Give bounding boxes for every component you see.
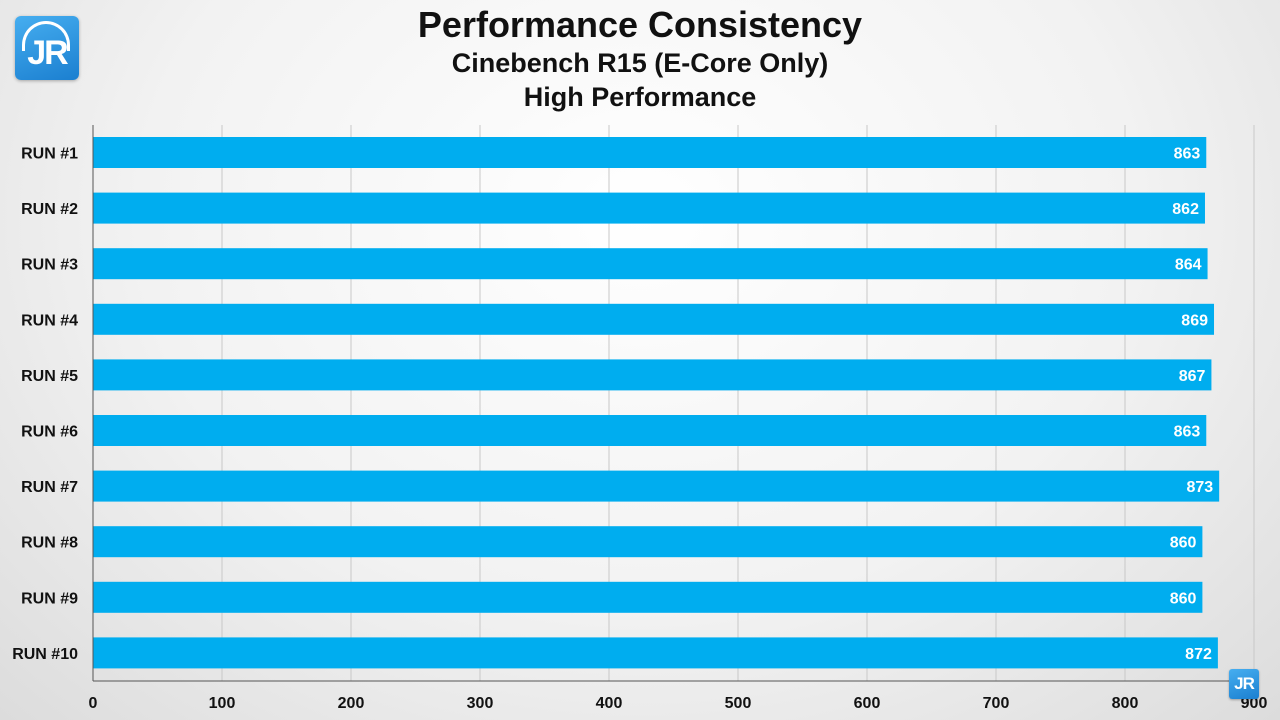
- category-label-10: RUN #10: [12, 646, 78, 663]
- bar-10: [93, 637, 1218, 669]
- bar-4: [93, 303, 1215, 335]
- value-label-2: 862: [1172, 201, 1199, 218]
- x-tick-label-500: 500: [725, 695, 752, 712]
- category-label-7: RUN #7: [21, 479, 78, 496]
- bar-9: [93, 581, 1203, 613]
- axes: [92, 125, 1254, 682]
- bar-1: [93, 137, 1207, 168]
- category-label-2: RUN #2: [21, 201, 78, 218]
- logo-small-text: JR: [1234, 674, 1255, 693]
- bar-2: [93, 192, 1205, 224]
- bars: [93, 137, 1220, 669]
- category-label-4: RUN #4: [21, 312, 78, 329]
- chart-title: Performance Consistency: [417, 4, 863, 45]
- x-tick-label-0: 0: [89, 695, 98, 712]
- bar-6: [93, 415, 1207, 446]
- jr-logo-small: JR: [1229, 669, 1259, 699]
- chart-titles: Performance Consistency Cinebench R15 (E…: [0, 4, 1280, 114]
- bar-5: [93, 359, 1212, 391]
- x-tick-label-800: 800: [1112, 695, 1139, 712]
- chart-subtitle: Cinebench R15 (E-Core Only): [451, 48, 829, 78]
- jr-logo: JR: [15, 16, 79, 80]
- value-label-4: 869: [1181, 312, 1208, 329]
- x-tick-label-600: 600: [854, 695, 881, 712]
- value-label-1: 863: [1174, 146, 1201, 163]
- value-label-6: 863: [1174, 424, 1201, 441]
- bar-3: [93, 248, 1208, 280]
- value-label-3: 864: [1175, 257, 1202, 274]
- logo-arc-icon: [22, 21, 70, 51]
- bar-8: [93, 526, 1203, 558]
- chart-subtitle-2: High Performance: [523, 82, 757, 112]
- category-label-1: RUN #1: [21, 146, 78, 163]
- value-label-9: 860: [1170, 590, 1197, 607]
- x-tick-label-300: 300: [467, 695, 494, 712]
- value-label-10: 872: [1185, 646, 1212, 663]
- value-label-8: 860: [1170, 535, 1197, 552]
- bar-7: [93, 470, 1220, 502]
- logo-text: JR: [27, 34, 68, 72]
- category-label-5: RUN #5: [21, 368, 78, 385]
- labels: 0 100 200 300 400 500 600 700 800 900 863 RUN #1 862…: [12, 146, 1267, 713]
- x-tick-label-100: 100: [209, 695, 236, 712]
- value-label-7: 873: [1186, 479, 1213, 496]
- category-label-6: RUN #6: [21, 424, 78, 441]
- value-label-5: 867: [1179, 368, 1206, 385]
- x-tick-label-700: 700: [983, 695, 1010, 712]
- category-label-9: RUN #9: [21, 590, 78, 607]
- category-label-8: RUN #8: [21, 535, 78, 552]
- x-tick-label-900: 900: [1241, 695, 1268, 712]
- x-tick-label-200: 200: [338, 695, 365, 712]
- x-tick-label-400: 400: [596, 695, 623, 712]
- category-label-3: RUN #3: [21, 257, 78, 274]
